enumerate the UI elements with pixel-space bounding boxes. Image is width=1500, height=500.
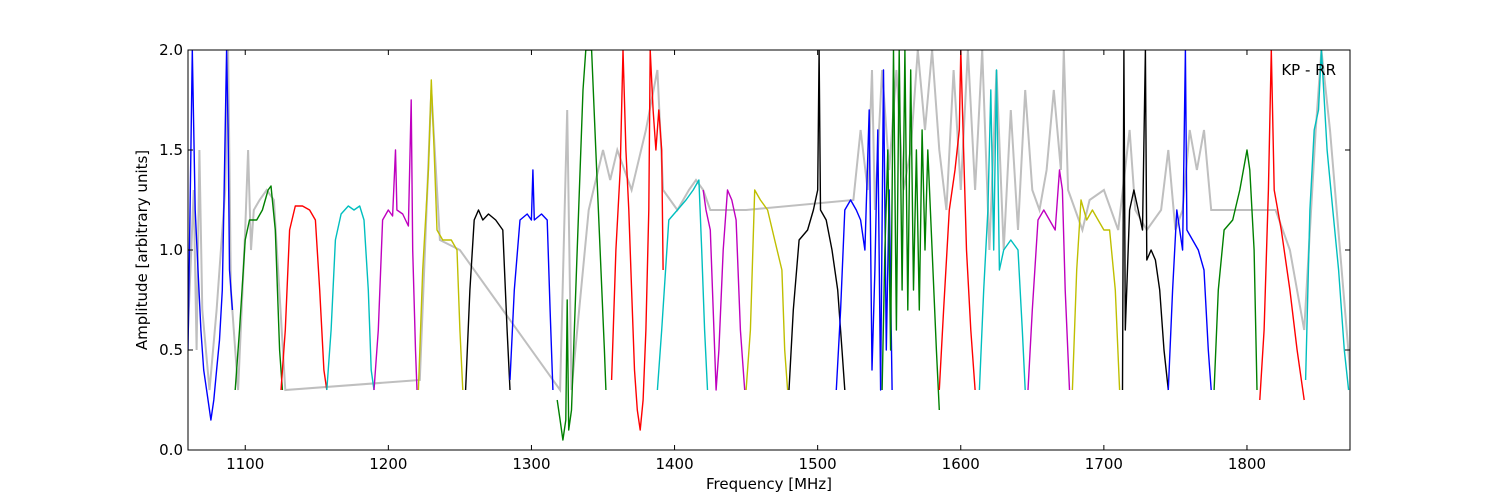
x-tick-label-4: 1400 bbox=[655, 455, 693, 473]
series-layer bbox=[188, 50, 1350, 441]
x-tick-label-3: 1300 bbox=[512, 455, 550, 473]
series-line-18 bbox=[978, 69, 1026, 391]
series-line-19 bbox=[1027, 169, 1071, 391]
series-line-2 bbox=[234, 185, 284, 391]
y-tick-label-1: 0.0 bbox=[159, 441, 183, 459]
series-line-15 bbox=[835, 69, 893, 391]
series-line-3 bbox=[280, 205, 328, 391]
series-line-6 bbox=[417, 79, 464, 391]
x-axis-title: Frequency [MHz] bbox=[706, 475, 832, 493]
y-tick-label-5: 2.0 bbox=[159, 41, 183, 59]
series-line-17 bbox=[938, 50, 976, 391]
series-line-7 bbox=[464, 209, 511, 391]
x-tick-label-6: 1600 bbox=[942, 455, 980, 473]
x-tick-label-7: 1700 bbox=[1085, 455, 1123, 473]
series-line-25 bbox=[1304, 50, 1350, 391]
series-line-16 bbox=[881, 50, 940, 411]
series-line-24 bbox=[1259, 50, 1305, 401]
x-tick-label-8: 1800 bbox=[1228, 455, 1266, 473]
annotation-label: KP - RR bbox=[1281, 61, 1336, 79]
x-tick-label-1: 1100 bbox=[226, 455, 264, 473]
series-line-11 bbox=[656, 179, 709, 391]
series-line-12 bbox=[702, 189, 746, 391]
series-line-22 bbox=[1167, 50, 1212, 391]
y-tick-label-3: 1.0 bbox=[159, 241, 183, 259]
plot-background bbox=[188, 50, 1350, 450]
series-line-21 bbox=[1121, 50, 1169, 391]
series-line-13 bbox=[745, 189, 789, 391]
series-line-5 bbox=[373, 99, 418, 391]
series-line-4 bbox=[326, 205, 375, 391]
y-tick-label-2: 0.5 bbox=[159, 341, 183, 359]
series-line-20 bbox=[1071, 199, 1121, 391]
series-line-23 bbox=[1213, 149, 1258, 391]
series-line-8 bbox=[509, 169, 554, 391]
series-line-9 bbox=[556, 50, 607, 441]
y-axis-title: Amplitude [arbitrary units] bbox=[133, 150, 151, 350]
series-line-1 bbox=[188, 50, 234, 421]
x-tick-label-2: 1200 bbox=[369, 455, 407, 473]
y-tick-label-4: 1.5 bbox=[159, 141, 183, 159]
series-line-10 bbox=[610, 50, 664, 431]
x-tick-label-5: 1500 bbox=[799, 455, 837, 473]
tick-layer: 1100 1200 1300 1400 1500 1600 1700 1800 0.0 0.5 1.… bbox=[159, 41, 1350, 473]
series-line-14 bbox=[788, 50, 846, 391]
